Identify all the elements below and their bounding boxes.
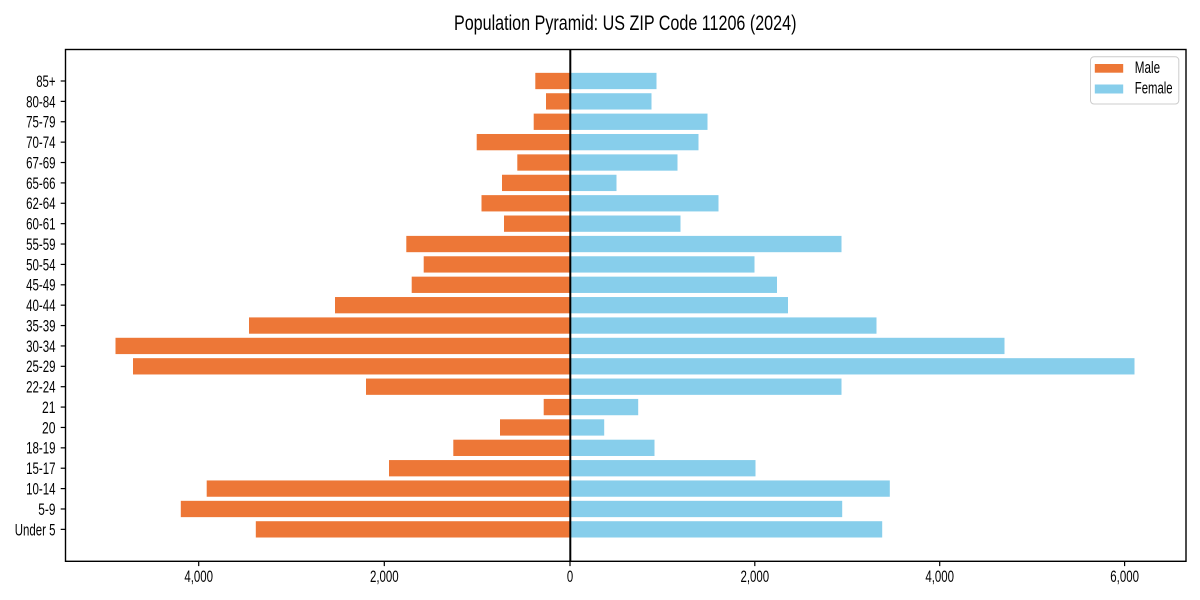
svg-text:45-49: 45-49 [26, 277, 55, 295]
svg-text:40-44: 40-44 [26, 297, 55, 315]
svg-text:2,000: 2,000 [740, 568, 769, 586]
svg-text:Population Pyramid: US ZIP Cod: Population Pyramid: US ZIP Code 11206 (2… [454, 12, 797, 35]
svg-text:21: 21 [42, 399, 56, 417]
svg-text:62-64: 62-64 [26, 195, 55, 213]
svg-text:Male: Male [1135, 59, 1160, 77]
svg-text:65-66: 65-66 [26, 175, 55, 193]
svg-text:30-34: 30-34 [26, 338, 55, 356]
svg-text:60-61: 60-61 [26, 216, 55, 234]
svg-text:6,000: 6,000 [1110, 568, 1139, 586]
svg-text:25-29: 25-29 [26, 358, 55, 376]
svg-text:50-54: 50-54 [26, 256, 55, 274]
svg-text:10-14: 10-14 [26, 481, 55, 499]
svg-text:55-59: 55-59 [26, 236, 55, 254]
svg-text:80-84: 80-84 [26, 93, 55, 111]
svg-text:22-24: 22-24 [26, 379, 55, 397]
svg-text:Female: Female [1135, 80, 1173, 98]
svg-text:85+: 85+ [36, 73, 55, 91]
svg-text:67-69: 67-69 [26, 154, 55, 172]
svg-text:4,000: 4,000 [184, 568, 213, 586]
svg-text:Under 5: Under 5 [15, 521, 56, 539]
svg-text:18-19: 18-19 [26, 440, 55, 458]
svg-text:35-39: 35-39 [26, 317, 55, 335]
svg-text:15-17: 15-17 [26, 460, 55, 478]
svg-text:0: 0 [567, 568, 573, 586]
svg-text:2,000: 2,000 [370, 568, 399, 586]
svg-text:5-9: 5-9 [38, 501, 55, 519]
svg-text:75-79: 75-79 [26, 114, 55, 132]
svg-text:70-74: 70-74 [26, 134, 55, 152]
svg-text:4,000: 4,000 [925, 568, 954, 586]
svg-text:20: 20 [42, 419, 56, 437]
